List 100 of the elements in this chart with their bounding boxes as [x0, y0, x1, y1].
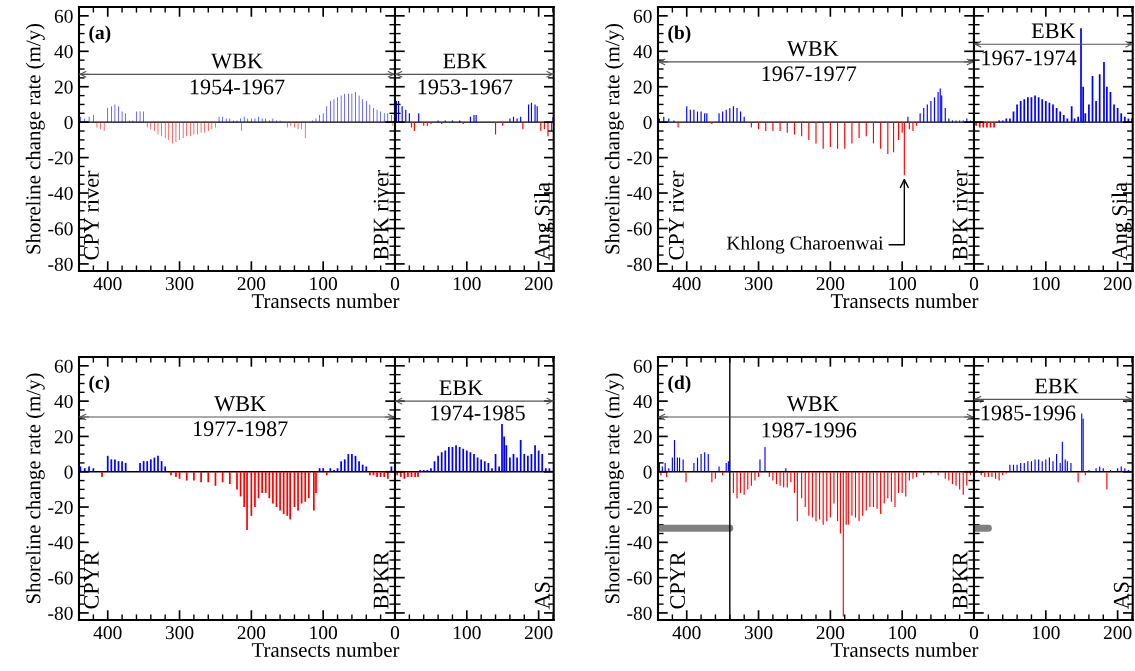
y-tick-label: 40: [633, 45, 652, 59]
x-axis-title: Transects number: [830, 642, 979, 658]
y-tick-label: 20: [54, 430, 73, 444]
ref-line-label: EBK: [443, 53, 487, 69]
text: (a): [89, 25, 111, 44]
x-tick-label: 300: [165, 277, 194, 291]
annotation: CPYR: [83, 551, 99, 609]
annotation: 1954-1967: [190, 79, 285, 95]
x-tick-label: 200: [1103, 277, 1132, 291]
y-tick-label: 0: [643, 115, 652, 130]
annotation: CPY river: [83, 170, 99, 260]
y-tick-label: -40: [48, 536, 73, 550]
x-tick-label: 300: [744, 277, 773, 291]
y-axis-title: Shoreline change rate (m/y): [604, 373, 624, 604]
annotation: 1953-1967: [418, 79, 513, 95]
y-tick-label: 60: [54, 9, 73, 23]
y-tick-label: 40: [633, 394, 652, 409]
y-tick-label: 0: [64, 465, 73, 479]
x-tick-label: 0: [969, 277, 979, 291]
annotation: Khlong Charoenwai: [726, 235, 884, 254]
ref-line-label: EBK: [1031, 23, 1076, 39]
x-tick-label: 400: [93, 626, 122, 640]
x-tick-label: 400: [672, 626, 701, 640]
x-tick-label: 100: [310, 277, 338, 291]
y-tick-label: 60: [54, 359, 73, 373]
x-tick-label: 200: [524, 277, 553, 291]
x-tick-label: 200: [816, 277, 845, 291]
annotation: 1977-1987: [193, 421, 288, 437]
y-tick-label: 20: [633, 430, 652, 444]
y-tick-label: -60: [48, 571, 73, 585]
y-tick-label: 60: [633, 359, 652, 373]
annotation: 1967-1974: [982, 50, 1077, 66]
x-tick-label: 100: [453, 626, 481, 640]
annotation: AS: [534, 582, 550, 610]
x-tick-label: 400: [93, 277, 122, 291]
y-tick-label: -40: [48, 186, 73, 200]
x-tick-label: 300: [744, 626, 773, 640]
ref-line-label: WBK: [786, 396, 839, 412]
y-tick-label: 40: [54, 394, 73, 409]
y-axis-title: Shoreline change rate (m/y): [604, 23, 624, 254]
text: (d): [668, 375, 691, 394]
ref-line-label: WBK: [211, 53, 263, 69]
annotation: AS: [1113, 582, 1129, 610]
y-tick-label: 60: [633, 9, 652, 23]
x-axis-title: Transects number: [251, 293, 400, 309]
annotation: BPK river: [952, 169, 968, 260]
annotation: CPY river: [668, 170, 684, 260]
y-tick-label: -40: [627, 536, 652, 550]
y-tick-label: 0: [64, 115, 73, 130]
x-tick-label: 100: [310, 626, 338, 640]
x-tick-label: 200: [524, 626, 553, 640]
annotation: BPK river: [373, 169, 389, 260]
annotation: 1967-1977: [762, 66, 857, 82]
x-tick-label: 200: [1103, 626, 1132, 640]
ref-line-label: EBK: [439, 380, 484, 396]
x-tick-label: 100: [1032, 277, 1060, 291]
annotation: CPYR: [670, 551, 686, 609]
ref-line-label: WBK: [786, 41, 839, 57]
x-tick-label: 200: [237, 626, 266, 640]
x-tick-label: 0: [969, 626, 979, 640]
y-tick-label: 20: [54, 80, 73, 94]
ref-line-label: WBK: [214, 396, 266, 412]
x-tick-label: 300: [165, 626, 194, 640]
x-tick-label: 0: [390, 626, 400, 640]
x-tick-label: 200: [237, 277, 266, 291]
annotation: 1987-1996: [762, 422, 857, 438]
x-axis-title: Transects number: [251, 642, 400, 658]
y-tick-label: -80: [627, 257, 652, 271]
y-tick-label: -20: [627, 500, 652, 514]
y-tick-label: -20: [627, 151, 652, 165]
x-tick-label: 200: [816, 626, 845, 640]
y-tick-label: 0: [643, 465, 652, 479]
y-tick-label: -60: [48, 222, 73, 236]
annotation: Ang Sila: [1111, 182, 1132, 261]
y-tick-label: -80: [48, 257, 73, 271]
y-tick-label: 20: [633, 80, 652, 94]
x-tick-label: 400: [672, 277, 701, 291]
y-tick-label: -40: [627, 186, 652, 200]
x-axis-title: Transects number: [830, 293, 979, 309]
x-tick-label: 0: [390, 277, 400, 291]
annotation: BPKR: [373, 551, 389, 609]
ref-line-label: EBK: [1034, 378, 1079, 394]
annotation: 1974-1985: [431, 405, 525, 421]
x-tick-label: 100: [453, 277, 481, 291]
y-tick-label: 40: [54, 45, 73, 59]
y-tick-label: -20: [48, 151, 73, 165]
y-tick-label: -60: [627, 571, 652, 585]
x-tick-label: 100: [889, 626, 917, 640]
text: (b): [668, 25, 691, 44]
y-tick-label: -80: [48, 606, 73, 620]
y-tick-label: -80: [627, 606, 652, 620]
y-tick-label: -60: [627, 222, 652, 236]
annotation: 1985-1996: [981, 405, 1076, 421]
x-tick-label: 100: [1032, 626, 1060, 640]
y-axis-title: Shoreline change rate (m/y): [25, 23, 45, 254]
text: (c): [89, 375, 110, 394]
x-tick-label: 100: [889, 277, 917, 291]
y-tick-label: -20: [48, 500, 73, 514]
y-axis-title: Shoreline change rate (m/y): [25, 373, 45, 604]
annotation: BPKR: [952, 551, 968, 609]
